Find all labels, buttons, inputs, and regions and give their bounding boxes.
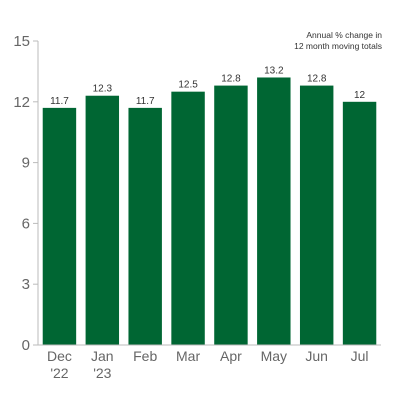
bar-value-label: 12.8 [221, 74, 241, 85]
x-category-label: Mar [176, 348, 200, 364]
bar-value-label: 11.7 [136, 96, 155, 107]
x-category-label-line: '23 [93, 365, 111, 381]
bar [85, 95, 120, 345]
x-category-label-line: Jul [351, 348, 369, 364]
x-category-label: Dec '22 [47, 348, 72, 381]
x-category-label: Jan '23 [91, 348, 114, 381]
x-category-label-line: Feb [133, 348, 157, 364]
x-category-label-line: Mar [176, 348, 200, 364]
annotation-line: 12 month moving totals [294, 41, 382, 51]
bar [299, 85, 334, 345]
y-tick-label: 6 [22, 215, 30, 232]
y-axis: 0 3 6 9 12 15 [13, 33, 39, 354]
bar-value-label: 12.3 [93, 84, 113, 95]
x-category-label-line: Jan [91, 348, 114, 364]
y-tick-label: 15 [13, 33, 30, 50]
x-category-label: Feb [133, 348, 157, 364]
bar-value-label: 13.2 [264, 65, 284, 76]
bar [342, 101, 377, 345]
bar-value-label: 12 [354, 90, 366, 101]
bar [171, 91, 205, 346]
bar-value-label: 12.5 [178, 80, 198, 91]
x-category-label-line: Jun [305, 348, 328, 364]
x-category-label: Jun [305, 348, 328, 364]
bar-value-label: 12.8 [307, 74, 327, 85]
x-axis: Dec '22 Jan '23 Feb Mar Apr May Jun Jul [38, 344, 381, 381]
x-category-label: May [261, 348, 287, 364]
x-category-label-line: Apr [220, 348, 242, 364]
bars [42, 77, 377, 346]
x-category-label-line: Dec [47, 348, 72, 364]
bar [257, 77, 291, 345]
y-tick-label: 12 [13, 94, 30, 111]
bar [128, 107, 162, 345]
annotation-line: Annual % change in [306, 30, 382, 40]
bar-value-label: 11.7 [50, 96, 69, 107]
data-labels: 11.7 12.3 11.7 12.5 12.8 13.2 12.8 12 [50, 65, 365, 106]
x-category-label-line: May [261, 348, 287, 364]
y-tick-label: 3 [22, 276, 30, 293]
x-category-label: Jul [351, 348, 369, 364]
x-category-label-line: '22 [50, 365, 68, 381]
y-tick-label: 9 [22, 155, 30, 172]
bar [42, 107, 77, 345]
bar [214, 85, 248, 345]
y-tick-label: 0 [22, 337, 30, 354]
x-category-label: Apr [220, 348, 242, 364]
